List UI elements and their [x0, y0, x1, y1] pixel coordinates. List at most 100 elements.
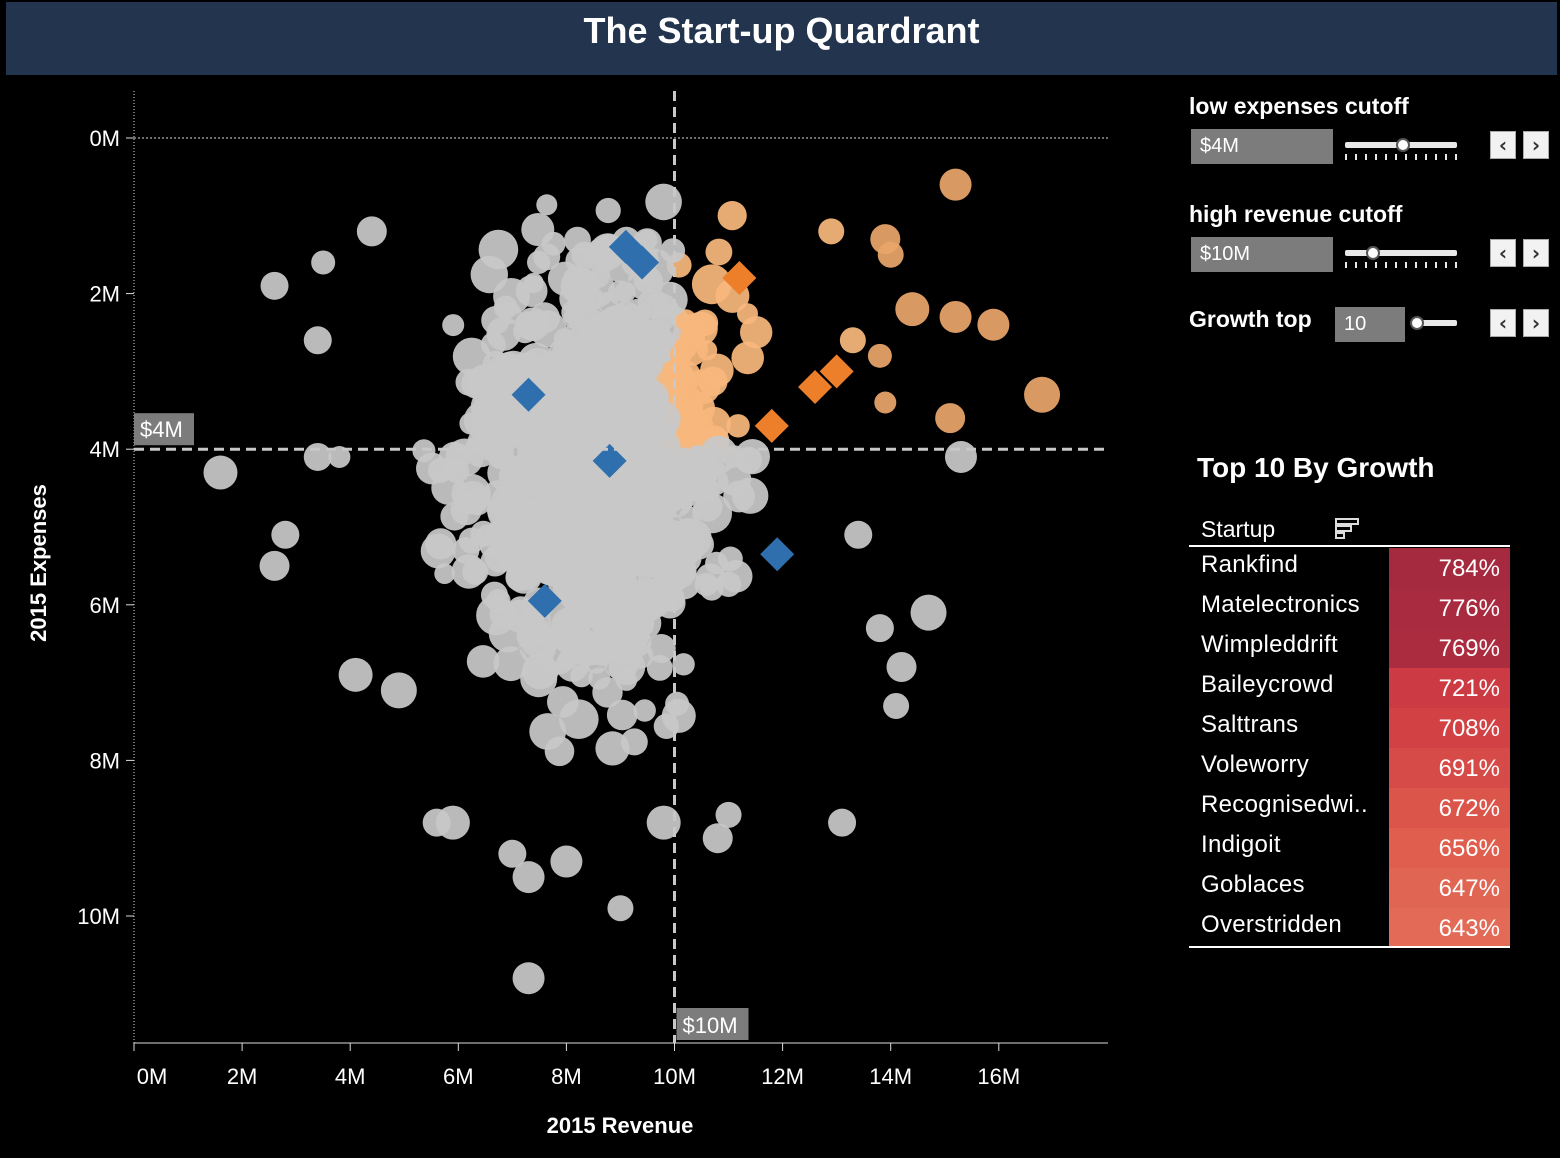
- table-row[interactable]: Rankfind 784%: [1189, 548, 1510, 588]
- startup-point: [303, 442, 332, 471]
- slider-tick: [1425, 262, 1427, 268]
- table-row[interactable]: Overstridden 643%: [1189, 908, 1510, 948]
- high-revenue-input[interactable]: $10M: [1191, 237, 1333, 272]
- high-revenue-slider-knob[interactable]: [1366, 246, 1380, 260]
- growth-value: 643%: [1389, 908, 1510, 948]
- growth-top-label: Growth top: [1189, 306, 1312, 332]
- high-revenue-slider-ticks: [1345, 262, 1457, 268]
- startup-point: [560, 405, 598, 443]
- startup-point: [522, 520, 544, 543]
- startup-point: [489, 602, 514, 627]
- startup-point: [562, 265, 594, 297]
- startup-point: [519, 619, 559, 659]
- low-expenses-label: low expenses cutoff: [1189, 93, 1409, 119]
- startup-point: [642, 328, 663, 350]
- x-tick-label: 8M: [551, 1064, 582, 1089]
- startup-point: [545, 490, 566, 511]
- slider-tick: [1435, 262, 1437, 268]
- growth-top-next-button[interactable]: ›: [1523, 309, 1549, 337]
- quadrant-point: [691, 264, 732, 305]
- startup-point: [715, 801, 742, 828]
- quadrant-point: [705, 238, 733, 266]
- startup-point: [271, 520, 300, 549]
- sort-icon[interactable]: [1334, 516, 1360, 542]
- y-tick-label: 8M: [89, 748, 120, 773]
- startup-point: [633, 699, 656, 722]
- slider-tick: [1395, 262, 1397, 268]
- slider-tick: [1365, 154, 1367, 160]
- startup-point: [514, 311, 543, 340]
- growth-top-input[interactable]: 10: [1335, 307, 1405, 342]
- low-expenses-input[interactable]: $4M: [1191, 129, 1333, 164]
- startup-point: [523, 272, 544, 294]
- startup-point: [702, 823, 733, 854]
- startup-point: [865, 614, 894, 643]
- table-header-divider: [1189, 545, 1510, 547]
- startup-point: [828, 808, 857, 837]
- startup-point: [562, 487, 601, 527]
- top-growth-marker: [798, 369, 833, 404]
- startup-point: [311, 250, 336, 275]
- table-row[interactable]: Voleworry 691%: [1189, 748, 1510, 788]
- quadrant-point: [867, 343, 892, 368]
- startup-point: [665, 691, 690, 716]
- y-tick-label: 2M: [89, 282, 120, 307]
- y-tick-label: 10M: [77, 904, 120, 929]
- startup-name: Recognisedwi..: [1201, 791, 1368, 818]
- startup-point: [661, 553, 697, 589]
- startup-point: [601, 513, 635, 546]
- startup-point: [694, 572, 719, 597]
- startup-column-header[interactable]: Startup: [1201, 516, 1276, 542]
- table-row[interactable]: Recognisedwi.. 672%: [1189, 788, 1510, 828]
- revenue-cutoff-label-bg: [676, 1008, 749, 1040]
- startup-point: [735, 446, 763, 474]
- startup-point: [645, 183, 682, 221]
- scatter-chart: 0M 2M 4M 6M 8M 10M 12M 14M 16M 0M 2M 4M 6M 8M 10M 2015 …: [26, 91, 1108, 1138]
- low-expenses-next-button[interactable]: ›: [1523, 131, 1549, 159]
- dashboard-title: The Start-up Quardrant: [583, 10, 980, 51]
- growth-top-prev-button[interactable]: ‹: [1490, 309, 1516, 337]
- high-revenue-next-button[interactable]: ›: [1523, 239, 1549, 267]
- startup-point: [533, 414, 563, 444]
- top-growth-marker: [592, 443, 627, 478]
- table-row[interactable]: Baileycrowd 721%: [1189, 668, 1510, 708]
- high-revenue-label: high revenue cutoff: [1189, 201, 1403, 227]
- startup-point: [521, 213, 555, 246]
- startup-point: [593, 417, 618, 442]
- table-row[interactable]: Indigoit 656%: [1189, 828, 1510, 868]
- growth-value: 708%: [1389, 708, 1510, 748]
- startup-name: Salttrans: [1201, 711, 1299, 738]
- growth-top-slider-knob[interactable]: [1410, 316, 1425, 330]
- startup-point: [481, 306, 510, 335]
- slider-tick: [1415, 154, 1417, 160]
- startup-point: [659, 585, 685, 612]
- quadrant-point: [877, 241, 904, 268]
- table-row[interactable]: Salttrans 708%: [1189, 708, 1510, 748]
- high-revenue-slider[interactable]: [1345, 250, 1457, 256]
- growth-top-slider[interactable]: [1413, 320, 1457, 326]
- table-row[interactable]: Wimpleddrift 769%: [1189, 628, 1510, 668]
- startup-point: [482, 480, 513, 510]
- startup-point: [614, 281, 636, 303]
- low-expenses-slider-knob[interactable]: [1396, 138, 1411, 152]
- startup-name: Baileycrowd: [1201, 671, 1334, 698]
- quadrant-point: [726, 414, 750, 438]
- startup-point: [493, 646, 529, 682]
- startup-point: [629, 462, 661, 494]
- slider-tick: [1445, 154, 1447, 160]
- table-row[interactable]: Goblaces 647%: [1189, 868, 1510, 908]
- startup-point: [732, 477, 769, 514]
- startup-point: [493, 278, 530, 315]
- quadrant-point: [731, 341, 764, 375]
- startup-point: [611, 392, 649, 429]
- table-row[interactable]: Matelectronics 776%: [1189, 588, 1510, 628]
- top-growth-marker: [760, 537, 795, 572]
- quadrant-point: [939, 300, 972, 333]
- low-expenses-prev-button[interactable]: ‹: [1490, 131, 1516, 159]
- startup-point: [672, 653, 695, 676]
- startup-point: [588, 667, 611, 690]
- startup-point: [608, 648, 646, 686]
- startup-point: [303, 326, 332, 355]
- high-revenue-prev-button[interactable]: ‹: [1490, 239, 1516, 267]
- startup-point: [455, 368, 483, 396]
